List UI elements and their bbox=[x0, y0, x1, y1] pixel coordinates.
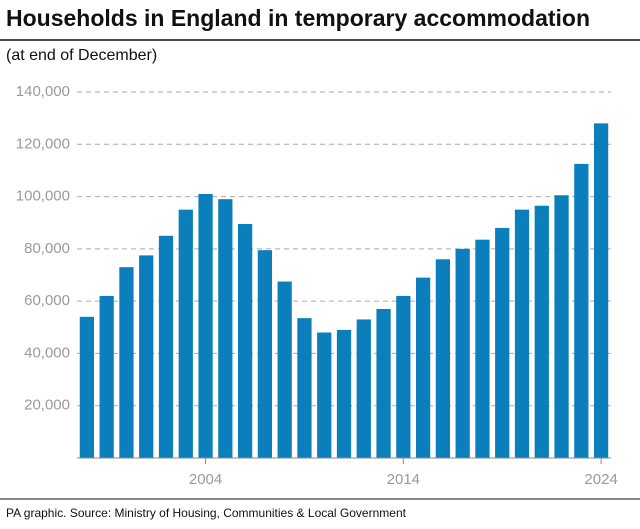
bar bbox=[396, 295, 411, 458]
x-tick-label: 2004 bbox=[189, 471, 222, 488]
y-tick-label: 140,000 bbox=[16, 83, 70, 100]
source: PA graphic. Source: Ministry of Housing,… bbox=[6, 506, 407, 520]
bar bbox=[158, 235, 174, 458]
bar bbox=[574, 163, 589, 458]
y-tick-label: 20,000 bbox=[24, 397, 70, 414]
y-tick-label: 120,000 bbox=[16, 135, 70, 152]
chart-subtitle: (at end of December) bbox=[6, 47, 157, 64]
y-tick-label: 40,000 bbox=[24, 344, 70, 361]
bar bbox=[495, 227, 510, 458]
bar bbox=[415, 277, 431, 458]
chart-title: Households in England in temporary accom… bbox=[6, 5, 590, 31]
bar bbox=[257, 250, 273, 458]
bar bbox=[99, 295, 114, 458]
bar bbox=[198, 193, 213, 458]
bar bbox=[593, 123, 609, 458]
bar bbox=[139, 255, 154, 458]
bar bbox=[514, 209, 530, 458]
bar bbox=[435, 259, 451, 458]
bar bbox=[178, 209, 193, 458]
y-tick-label: 60,000 bbox=[24, 292, 70, 309]
x-tick-label: 2024 bbox=[584, 471, 617, 488]
bar bbox=[218, 199, 233, 458]
bar bbox=[356, 319, 371, 458]
x-tick-label: 2014 bbox=[387, 471, 420, 488]
bar bbox=[119, 267, 134, 458]
bar bbox=[79, 316, 95, 458]
bar bbox=[277, 281, 292, 458]
bar bbox=[376, 308, 391, 458]
bar bbox=[455, 248, 470, 458]
bar bbox=[336, 329, 352, 458]
y-tick-label: 100,000 bbox=[16, 188, 70, 205]
bar bbox=[297, 318, 312, 458]
bar bbox=[317, 332, 332, 458]
bar bbox=[534, 205, 549, 458]
y-tick-label: 80,000 bbox=[24, 240, 70, 257]
bar bbox=[475, 239, 490, 458]
bar bbox=[554, 195, 569, 458]
bar bbox=[237, 224, 253, 458]
